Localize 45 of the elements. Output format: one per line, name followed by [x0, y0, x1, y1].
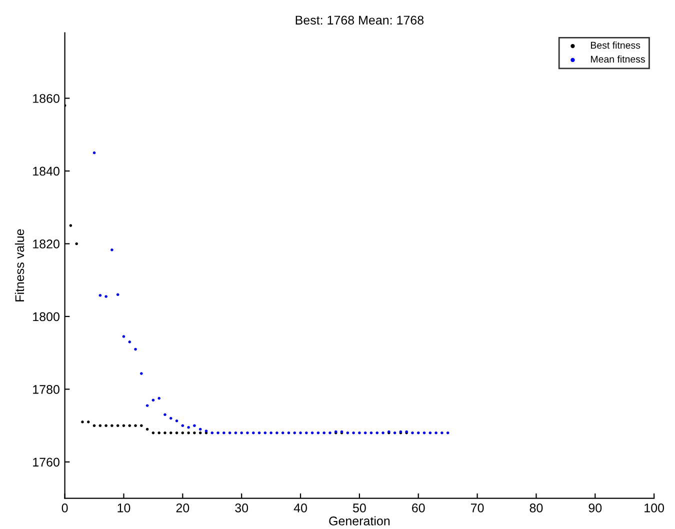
point: [81, 420, 84, 424]
point: [128, 424, 132, 427]
point: [134, 424, 137, 427]
y-tick-label: 1860: [33, 94, 60, 103]
x-tick-label: 100: [644, 504, 664, 512]
point: [146, 428, 149, 431]
x-tick-label: 10: [118, 504, 130, 512]
point: [104, 424, 108, 427]
y-tick-label: 1840: [33, 166, 60, 176]
point: [140, 424, 143, 427]
point: [181, 431, 184, 434]
legend-label: Mean fitness: [591, 55, 645, 63]
x-tick-label: 40: [294, 504, 307, 512]
y-axis-title: Fitness value: [14, 229, 24, 302]
x-tick-label: 20: [176, 504, 190, 512]
y-tick-label: 1760: [33, 458, 60, 467]
point: [175, 431, 178, 434]
y-tick-label: 1820: [33, 240, 60, 248]
point: [98, 424, 102, 427]
y-tick-label: 1800: [33, 312, 60, 322]
point: [122, 424, 126, 427]
x-axis-title: Generation: [329, 516, 390, 526]
legend-label: Best fitness: [591, 42, 640, 49]
point: [198, 431, 202, 434]
point: [152, 431, 155, 434]
point: [75, 242, 78, 246]
x-tick-label: 70: [470, 504, 484, 512]
point: [69, 224, 72, 227]
point: [158, 431, 160, 434]
point: [116, 424, 120, 427]
point: [86, 420, 90, 424]
x-tick-label: 60: [412, 504, 425, 512]
x-tick-label: 90: [588, 504, 602, 512]
x-tick-label: 0: [62, 504, 68, 512]
chart-title: Best: 1768 Mean: 1768: [296, 16, 424, 25]
x-tick-label: 80: [530, 504, 543, 512]
point: [169, 431, 172, 434]
y-tick-label: 1780: [33, 385, 60, 394]
x-tick-label: 50: [352, 504, 366, 512]
point: [193, 431, 196, 434]
x-tick-label: 30: [235, 504, 248, 512]
point: [187, 431, 190, 434]
point: [164, 431, 166, 434]
point: [110, 424, 114, 427]
point: [92, 424, 96, 427]
